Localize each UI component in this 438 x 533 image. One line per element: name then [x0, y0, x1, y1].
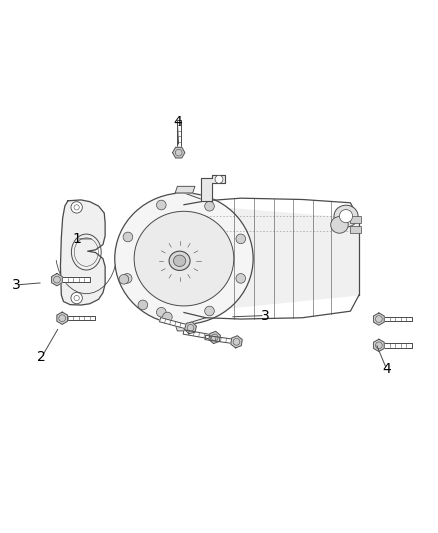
Polygon shape: [173, 147, 185, 158]
Text: 4: 4: [382, 362, 391, 376]
Circle shape: [123, 232, 133, 242]
Polygon shape: [201, 175, 225, 201]
Polygon shape: [60, 200, 105, 305]
Polygon shape: [231, 336, 242, 348]
Polygon shape: [57, 278, 90, 282]
Circle shape: [71, 292, 82, 304]
Polygon shape: [57, 312, 67, 324]
FancyBboxPatch shape: [350, 216, 361, 223]
FancyBboxPatch shape: [350, 225, 361, 232]
Polygon shape: [177, 120, 181, 152]
Ellipse shape: [331, 216, 348, 233]
Circle shape: [138, 300, 148, 310]
Polygon shape: [209, 332, 220, 343]
Ellipse shape: [169, 251, 190, 270]
Text: 4: 4: [173, 115, 182, 129]
Circle shape: [156, 308, 166, 317]
Ellipse shape: [134, 211, 234, 306]
Text: 3: 3: [261, 309, 269, 322]
Circle shape: [205, 306, 214, 316]
Polygon shape: [205, 335, 237, 344]
Circle shape: [71, 201, 82, 213]
Ellipse shape: [115, 193, 253, 324]
Circle shape: [162, 312, 172, 322]
Polygon shape: [52, 273, 62, 286]
Polygon shape: [62, 316, 95, 320]
Text: 2: 2: [37, 350, 46, 364]
Ellipse shape: [334, 205, 358, 227]
Text: 1: 1: [72, 232, 81, 246]
Ellipse shape: [173, 255, 186, 266]
Circle shape: [339, 209, 353, 223]
Circle shape: [122, 273, 132, 283]
Circle shape: [236, 273, 246, 283]
Circle shape: [236, 234, 246, 244]
Polygon shape: [183, 330, 215, 340]
Polygon shape: [175, 324, 195, 331]
Polygon shape: [374, 313, 384, 325]
Circle shape: [156, 200, 166, 210]
Text: 3: 3: [12, 278, 21, 292]
Polygon shape: [374, 339, 384, 351]
Polygon shape: [379, 343, 412, 348]
Polygon shape: [184, 322, 197, 334]
Polygon shape: [379, 317, 412, 321]
Polygon shape: [175, 187, 195, 193]
Circle shape: [215, 175, 223, 183]
Polygon shape: [184, 205, 359, 312]
Polygon shape: [159, 318, 191, 330]
Circle shape: [205, 201, 214, 211]
Circle shape: [119, 274, 129, 284]
